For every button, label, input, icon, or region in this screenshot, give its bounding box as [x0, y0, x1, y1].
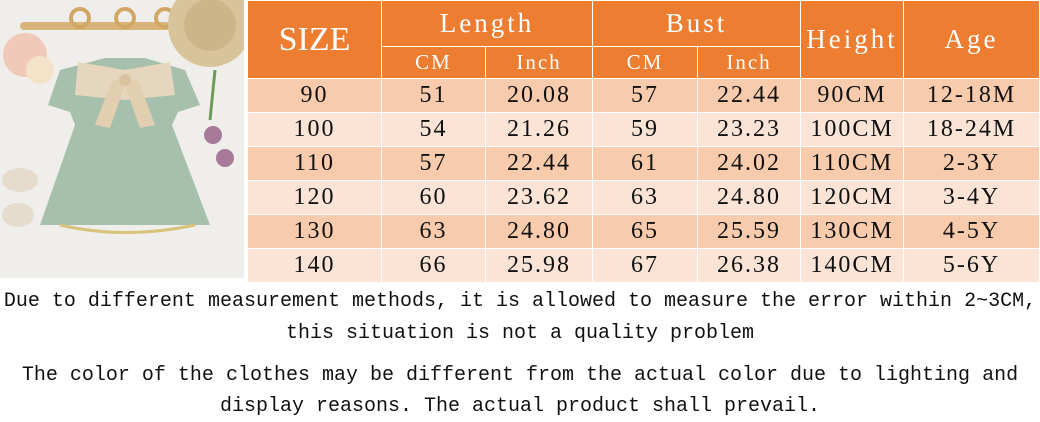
- cell-age: 5-6Y: [903, 248, 1040, 283]
- cell-bust-in: 25.59: [697, 214, 802, 249]
- cell-age: 4-5Y: [903, 214, 1040, 249]
- note-line-2: this situation is not a quality problem: [285, 322, 755, 345]
- cell-bust-in: 22.44: [697, 78, 802, 113]
- header-length-cm: CM: [381, 46, 486, 79]
- cell-bust-cm: 63: [592, 180, 699, 215]
- cell-height: 100CM: [800, 112, 905, 147]
- cell-size: 90: [247, 78, 382, 113]
- cell-bust-in: 24.02: [697, 146, 802, 181]
- cell-length-cm: 57: [381, 146, 486, 181]
- header-bust-inch: Inch: [697, 46, 802, 79]
- cell-length-cm: 66: [381, 248, 486, 283]
- cell-length-in: 25.98: [484, 248, 594, 283]
- header-height: Height: [800, 0, 905, 79]
- cell-length-in: 23.62: [484, 180, 594, 215]
- cell-height: 140CM: [800, 248, 905, 283]
- cell-size: 140: [247, 248, 382, 283]
- note-line-3: The color of the clothes may be differen…: [21, 364, 1019, 387]
- cell-bust-cm: 61: [592, 146, 699, 181]
- table-row: 100 54 21.26 59 23.23 100CM 18-24M: [247, 112, 1040, 147]
- cell-length-in: 20.08: [484, 78, 594, 113]
- table-row: 120 60 23.62 63 24.80 120CM 3-4Y: [247, 180, 1040, 215]
- cell-age: 2-3Y: [903, 146, 1040, 181]
- cell-size: 100: [247, 112, 382, 147]
- cell-size: 110: [247, 146, 382, 181]
- cell-size: 120: [247, 180, 382, 215]
- table-row: 110 57 22.44 61 24.02 110CM 2-3Y: [247, 146, 1040, 181]
- cell-bust-cm: 65: [592, 214, 699, 249]
- cell-length-in: 21.26: [484, 112, 594, 147]
- cell-length-cm: 54: [381, 112, 486, 147]
- header-age: Age: [903, 0, 1040, 79]
- floral-dress-image: [0, 0, 244, 278]
- size-chart-table: SIZE Length Bust Height Age CM Inch CM I…: [247, 0, 1040, 283]
- product-photo: [0, 0, 244, 278]
- table-row: 130 63 24.80 65 25.59 130CM 4-5Y: [247, 214, 1040, 249]
- cell-length-in: 22.44: [484, 146, 594, 181]
- header-size: SIZE: [247, 0, 382, 79]
- table-row: 90 51 20.08 57 22.44 90CM 12-18M: [247, 78, 1040, 113]
- cell-bust-cm: 59: [592, 112, 699, 147]
- cell-age: 12-18M: [903, 78, 1040, 113]
- header-length: Length: [380, 0, 594, 47]
- header-bust: Bust: [592, 0, 802, 47]
- cell-bust-cm: 67: [592, 248, 699, 283]
- note-line-4: display reasons. The actual product shal…: [219, 395, 821, 418]
- cell-length-cm: 51: [381, 78, 486, 113]
- table-row: 140 66 25.98 67 26.38 140CM 5-6Y: [247, 248, 1040, 283]
- cell-height: 120CM: [800, 180, 905, 215]
- cell-size: 130: [247, 214, 382, 249]
- cell-age: 18-24M: [903, 112, 1040, 147]
- cell-bust-in: 23.23: [697, 112, 802, 147]
- note-line-1: Due to different measurement methods, it…: [3, 290, 1037, 313]
- header-length-inch: Inch: [484, 46, 594, 79]
- cell-length-cm: 60: [381, 180, 486, 215]
- cell-height: 90CM: [800, 78, 905, 113]
- cell-bust-cm: 57: [592, 78, 699, 113]
- cell-bust-in: 26.38: [697, 248, 802, 283]
- cell-height: 110CM: [800, 146, 905, 181]
- cell-bust-in: 24.80: [697, 180, 802, 215]
- cell-length-in: 24.80: [484, 214, 594, 249]
- cell-age: 3-4Y: [903, 180, 1040, 215]
- header-bust-cm: CM: [592, 46, 699, 79]
- cell-length-cm: 63: [381, 214, 486, 249]
- cell-height: 130CM: [800, 214, 905, 249]
